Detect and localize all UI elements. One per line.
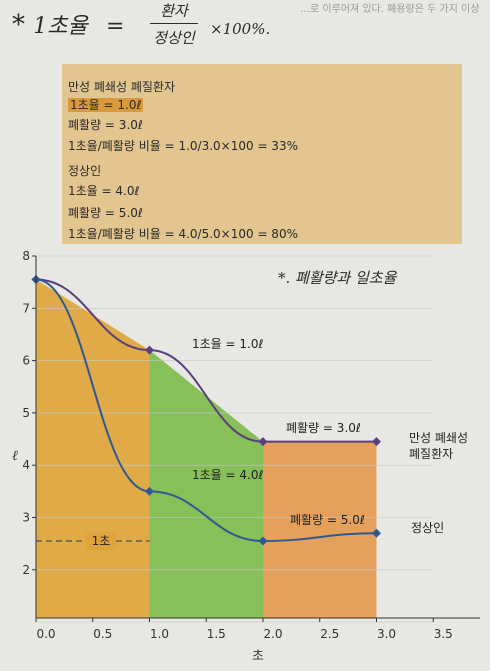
y-tick-label: 7	[22, 301, 30, 315]
x-tick-label: 1.5	[207, 627, 226, 641]
axes: 2 3 4 5 6 7 8 0.0 0.5 1.0 1.5 2.0 2.5 3.0 3.5 ℓ 초	[12, 249, 480, 664]
group1-ratio: 1초율/폐활량 비율 = 1.0/3.0×100 = 33%	[68, 139, 298, 153]
group1-fev1: 1초율 = 1.0ℓ	[68, 98, 144, 112]
group1-fvc: 폐활량 = 3.0ℓ	[68, 118, 143, 132]
y-tick-label: 6	[22, 354, 30, 368]
group1-title: 만성 폐쇄성 폐질환자	[68, 80, 175, 94]
y-tick-label: 8	[22, 249, 30, 263]
series-label-normal: 정상인	[411, 521, 444, 535]
series-line-normal	[35, 278, 377, 543]
handwritten-note: *. 폐활량과 일초율	[278, 269, 398, 287]
series-lines	[35, 278, 377, 543]
fraction-numerator: 환자	[150, 0, 198, 24]
annotation-3: 1초율 = 4.0ℓ	[192, 468, 263, 482]
handwritten-star: * 1초율 =	[12, 10, 125, 40]
fraction-denominator: 정상인	[153, 29, 195, 47]
x-tick-label: 3.5	[434, 627, 453, 641]
data-point-patient	[145, 345, 154, 355]
data-point-patient	[372, 437, 381, 447]
annotation-4: 폐활량 = 5.0ℓ	[290, 513, 365, 527]
data-point-normal	[372, 528, 381, 538]
annotation-1: 1초율 = 1.0ℓ	[192, 337, 263, 351]
y-tick-label: 2	[22, 563, 30, 577]
handwritten-multiplier: ×100%.	[210, 20, 271, 38]
group2-ratio: 1초율/폐활량 비율 = 4.0/5.0×100 = 80%	[68, 227, 298, 241]
data-point-normal	[145, 486, 154, 496]
chart-labels: 1초 1초율 = 1.0ℓ 폐활량 = 3.0ℓ 1초율 = 4.0ℓ 폐활량 = 5.…	[36, 269, 468, 551]
series-line-patient	[35, 278, 377, 443]
data-point-patient	[258, 437, 268, 447]
data-point-normal	[258, 536, 268, 546]
y-tick-label: 4	[22, 458, 30, 472]
y-axis-label: ℓ	[12, 448, 18, 464]
shaded-region-1	[36, 279, 150, 618]
annotation-2: 폐활량 = 3.0ℓ	[286, 421, 361, 435]
x-tick-label: 0.5	[93, 627, 112, 641]
y-tick-label: 3	[22, 511, 30, 525]
shaded-regions	[36, 279, 377, 618]
handwritten-fraction: 환자 정상인	[150, 0, 198, 48]
shaded-region-2	[149, 350, 263, 618]
x-tick-label: 1.0	[150, 627, 169, 641]
faded-top-text: …로 이루어져 있다. 폐용량은 두 가지 이상	[300, 4, 480, 15]
y-tick-label: 5	[22, 406, 30, 420]
one-second-label-bg	[86, 532, 116, 551]
x-axis-label: 초	[252, 649, 264, 664]
grid-lines	[36, 255, 434, 623]
x-tick-label: 3.0	[377, 627, 396, 641]
shaded-region-3	[263, 441, 377, 618]
group2-title: 정상인	[68, 164, 102, 178]
series-label-patient: 만성 폐쇄성 폐질환자	[409, 431, 468, 461]
group2-fev1: 1초율 = 4.0ℓ	[68, 184, 140, 198]
info-box	[62, 64, 462, 244]
x-tick-label: 2.5	[320, 627, 339, 641]
x-tick-label: 0.0	[36, 627, 55, 641]
handwritten-term: 1초율	[33, 14, 88, 39]
x-tick-label: 2.0	[263, 627, 282, 641]
one-second-label: 1초	[92, 534, 111, 548]
handwritten-equals: =	[106, 14, 125, 39]
group2-fvc: 폐활량 = 5.0ℓ	[68, 206, 143, 220]
